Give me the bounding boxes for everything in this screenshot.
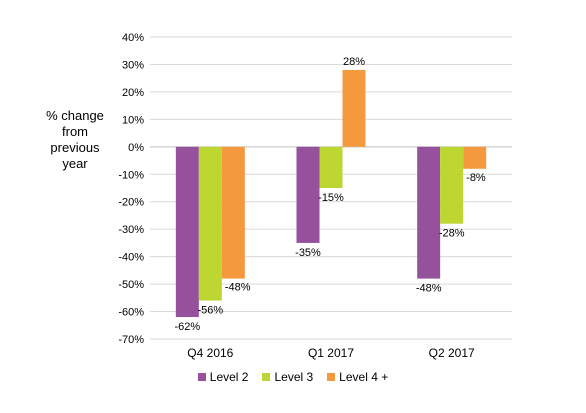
data-label: -62% [174,321,200,333]
y-tick-label: 40% [122,32,144,44]
data-label: -8% [466,172,486,184]
data-label: -56% [197,305,223,317]
y-tick-label: 0% [128,142,144,154]
legend-swatch [262,373,271,381]
data-label: -48% [416,283,442,295]
y-tick-label: -30% [118,224,144,236]
legend-item: Level 3 [262,370,313,384]
legend-label: Level 3 [274,370,314,384]
x-tick-label: Q2 2017 [429,346,475,360]
y-tick-label: -10% [118,169,144,181]
y-tick-label: 10% [122,114,144,126]
data-label: -48% [225,282,251,294]
bar [296,146,320,243]
bar [463,146,487,169]
y-tick-label: 20% [122,87,144,99]
y-axis-title: % change from previous year [46,108,104,171]
bar [440,146,464,224]
data-label: -35% [295,247,321,259]
legend-label: Level 4 + [339,370,389,384]
y-tick-label: -60% [118,307,144,319]
legend-swatch [327,373,336,381]
bar [175,146,199,318]
legend-swatch [197,373,206,381]
data-label: -15% [318,192,344,204]
bar [342,69,366,147]
x-tick-label: Q1 2017 [308,346,354,360]
bar [417,146,441,279]
data-label: -28% [439,228,465,240]
x-tick-label: Q4 2016 [187,346,233,360]
data-label: 28% [343,56,365,68]
legend-item: Level 4 + [327,370,388,384]
y-tick-label: -20% [118,197,144,209]
legend-item: Level 2 [197,370,249,384]
legend: Level 2 Level 3 Level 4 + [0,370,586,384]
bar [319,146,343,188]
y-tick-label: -70% [118,334,144,346]
bar [221,146,245,279]
y-tick-label: 30% [122,59,144,71]
y-tick-label: -40% [118,252,144,264]
legend-label: Level 2 [209,370,249,384]
y-tick-label: -50% [118,279,144,291]
bar [198,146,222,301]
